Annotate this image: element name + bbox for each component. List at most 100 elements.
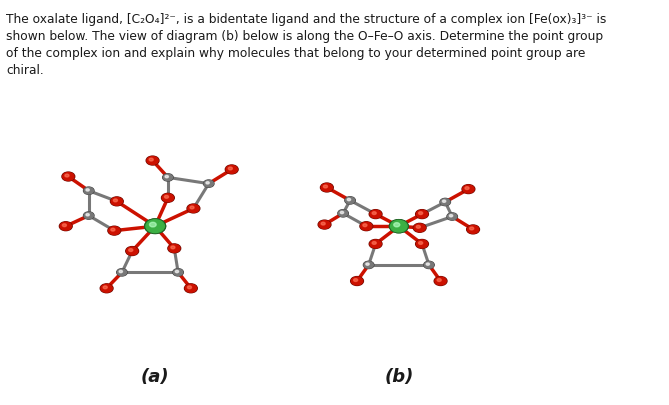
Circle shape — [394, 223, 400, 227]
Circle shape — [185, 284, 197, 293]
Circle shape — [175, 271, 179, 273]
Circle shape — [163, 174, 173, 181]
Circle shape — [187, 205, 200, 213]
Circle shape — [372, 212, 376, 215]
Circle shape — [345, 197, 355, 205]
Circle shape — [416, 211, 427, 218]
Circle shape — [111, 198, 122, 206]
Circle shape — [119, 271, 122, 273]
Circle shape — [165, 196, 169, 199]
Circle shape — [416, 226, 420, 229]
Circle shape — [361, 223, 372, 230]
Circle shape — [465, 187, 469, 190]
Circle shape — [347, 199, 351, 201]
Circle shape — [116, 269, 127, 276]
Circle shape — [65, 175, 69, 177]
Circle shape — [370, 241, 381, 248]
Circle shape — [364, 262, 373, 269]
Circle shape — [470, 228, 474, 230]
Circle shape — [419, 242, 423, 245]
Circle shape — [415, 210, 428, 219]
Circle shape — [319, 221, 330, 229]
Circle shape — [114, 200, 118, 202]
Circle shape — [146, 220, 165, 233]
Circle shape — [391, 221, 407, 232]
Circle shape — [413, 224, 426, 232]
Circle shape — [351, 277, 363, 285]
Circle shape — [323, 185, 328, 188]
Circle shape — [321, 184, 332, 192]
Circle shape — [63, 173, 74, 181]
Circle shape — [450, 215, 453, 217]
Circle shape — [389, 220, 408, 233]
Circle shape — [372, 242, 376, 245]
Circle shape — [423, 262, 434, 269]
Circle shape — [108, 227, 120, 235]
Circle shape — [467, 226, 480, 234]
Circle shape — [369, 210, 382, 219]
Circle shape — [394, 223, 400, 227]
Circle shape — [149, 223, 156, 227]
Circle shape — [338, 210, 349, 217]
Circle shape — [165, 176, 169, 178]
Circle shape — [468, 226, 479, 234]
Circle shape — [84, 188, 94, 195]
Circle shape — [145, 220, 166, 234]
Circle shape — [318, 221, 331, 230]
Circle shape — [226, 166, 237, 174]
Circle shape — [62, 173, 75, 181]
Circle shape — [163, 175, 173, 181]
Circle shape — [188, 205, 199, 213]
Circle shape — [442, 200, 446, 203]
Circle shape — [128, 249, 133, 252]
Circle shape — [103, 286, 107, 289]
Circle shape — [117, 269, 126, 276]
Circle shape — [163, 194, 173, 202]
Circle shape — [84, 212, 94, 220]
Circle shape — [228, 168, 232, 171]
Circle shape — [389, 220, 408, 233]
Circle shape — [84, 188, 94, 194]
Circle shape — [161, 194, 175, 203]
Circle shape — [171, 246, 175, 249]
Circle shape — [437, 279, 442, 282]
Circle shape — [149, 159, 153, 162]
Circle shape — [351, 277, 363, 286]
Circle shape — [145, 220, 166, 234]
Circle shape — [190, 207, 194, 209]
Circle shape — [204, 181, 213, 188]
Circle shape — [84, 213, 94, 219]
Circle shape — [168, 244, 181, 253]
Circle shape — [414, 224, 425, 232]
Circle shape — [360, 222, 373, 231]
Circle shape — [110, 197, 123, 206]
Circle shape — [391, 221, 407, 232]
Circle shape — [339, 211, 348, 217]
Text: The oxalate ligand, [C₂O₄]²⁻, is a bidentate ligand and the structure of a compl: The oxalate ligand, [C₂O₄]²⁻, is a biden… — [6, 13, 606, 77]
Circle shape — [203, 181, 214, 188]
Circle shape — [146, 220, 165, 233]
Circle shape — [354, 279, 358, 282]
Circle shape — [60, 223, 72, 230]
Circle shape — [440, 199, 450, 206]
Circle shape — [173, 269, 183, 276]
Circle shape — [415, 240, 428, 249]
Circle shape — [369, 240, 382, 249]
Circle shape — [126, 247, 138, 256]
Text: (a): (a) — [140, 368, 169, 386]
Circle shape — [426, 263, 429, 266]
Circle shape — [185, 285, 197, 292]
Circle shape — [101, 285, 112, 292]
Circle shape — [149, 223, 156, 227]
Circle shape — [441, 199, 450, 206]
Circle shape — [173, 269, 183, 276]
Circle shape — [419, 212, 423, 215]
Circle shape — [448, 214, 457, 220]
Circle shape — [320, 183, 333, 192]
Circle shape — [62, 224, 66, 227]
Circle shape — [463, 186, 474, 194]
Circle shape — [363, 224, 367, 227]
Circle shape — [434, 277, 447, 286]
Circle shape — [416, 241, 427, 248]
Circle shape — [462, 185, 475, 194]
